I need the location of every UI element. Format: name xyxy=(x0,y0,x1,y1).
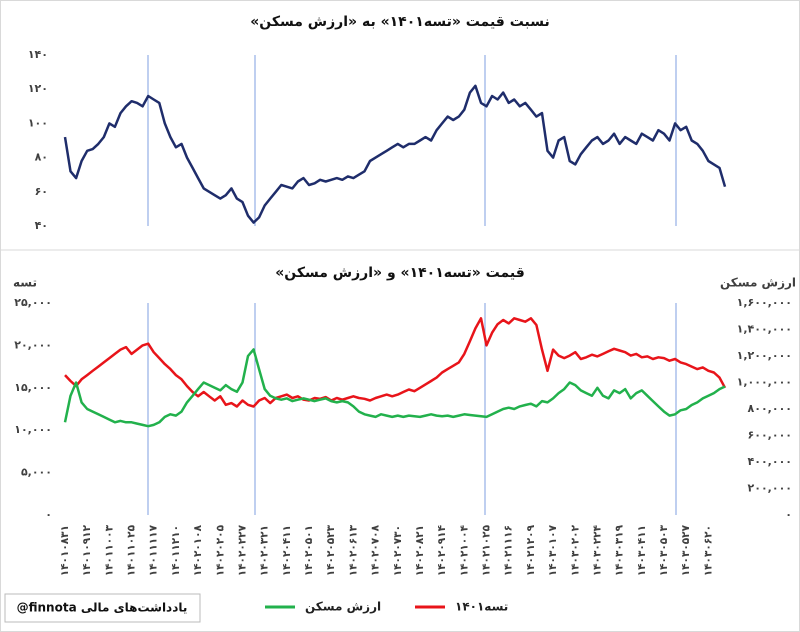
x-tick-label: ۱۴۰۲۰۶۱۳ xyxy=(347,524,359,576)
x-tick-label: ۱۴۰۳۰۵۲۷ xyxy=(680,524,692,576)
x-tick-label: ۱۴۰۳۰۳۱۹ xyxy=(614,524,626,576)
x-tick-label: ۱۴۰۲۰۷۰۸ xyxy=(370,524,382,576)
x-tick-label: ۱۴۰۲۱۰۲۵ xyxy=(481,524,493,576)
y-tick-label: ۶۰ xyxy=(35,185,48,198)
y-tick-label: ۴۰ xyxy=(35,219,48,232)
x-tick-label: ۱۴۰۱۱۰۲۵ xyxy=(126,524,138,576)
y2-tick-label: ۲۰۰,۰۰۰ xyxy=(748,482,792,495)
x-tick-label: ۱۴۰۲۰۹۱۴ xyxy=(436,524,448,576)
footer-box xyxy=(4,593,201,623)
y-tick-label: ۵,۰۰۰ xyxy=(21,466,52,479)
x-tick-label: ۱۴۰۱۰۸۳۱ xyxy=(59,525,71,576)
x-tick-label: ۱۴۰۲۰۲۰۵ xyxy=(214,524,226,576)
y2-tick-label: ۱,۰۰۰,۰۰۰ xyxy=(737,376,792,389)
y-tick-label: ۱۵,۰۰۰ xyxy=(14,381,52,394)
x-tick-label: ۱۴۰۱۱۰۰۳ xyxy=(103,524,115,576)
y2-tick-label: ۱,۴۰۰,۰۰۰ xyxy=(737,323,792,336)
y-tick-label: ۲۰,۰۰۰ xyxy=(14,338,52,351)
x-tick-label: ۱۴۰۱۰۹۱۲ xyxy=(81,524,93,576)
x-tick-label: ۱۴۰۲۱۰۰۴ xyxy=(458,524,470,576)
chart-title: نسبت قیمت «تسه۱۴۰۱» به «ارزش مسکن» xyxy=(250,14,550,30)
x-tick-label: ۱۴۰۳۰۲۰۲ xyxy=(569,524,581,576)
x-tick-label: ۱۴۰۳۰۲۲۴ xyxy=(591,524,603,576)
x-tick-label: ۱۴۰۳۰۶۲۰ xyxy=(702,525,714,576)
reference-lines xyxy=(147,55,677,515)
x-tick-label: ۱۴۰۲۰۸۲۱ xyxy=(414,525,426,576)
y-tick-label: ۱۴۰ xyxy=(28,48,48,61)
series-line xyxy=(63,348,726,428)
x-tick-label: ۱۴۰۲۰۳۲۱ xyxy=(259,525,271,576)
y2-tick-label: ۸۰۰,۰۰۰ xyxy=(748,402,792,415)
y2-tick-label: ۴۰۰,۰۰۰ xyxy=(748,455,792,468)
y-tick-label: ۱۰۰ xyxy=(28,116,48,129)
y-tick-label: ۲۵,۰۰۰ xyxy=(14,296,52,309)
x-tick-label: ۱۴۰۲۰۲۲۷ xyxy=(237,524,249,576)
x-tick-label: ۱۴۰۲۱۲۰۹ xyxy=(525,524,537,576)
x-tick-label: ۱۴۰۳۰۴۱۱ xyxy=(636,525,648,576)
x-tick-label: ۱۴۰۳۰۵۰۳ xyxy=(658,524,670,576)
series-line xyxy=(63,84,727,224)
footer: @finnota یادداشت‌های مالی xyxy=(17,601,188,615)
x-tick-label: ۱۴۰۲۰۴۱۱ xyxy=(281,525,293,576)
chart-title: قیمت «تسه۱۴۰۱» و «ارزش مسکن» xyxy=(275,265,525,281)
series-line xyxy=(64,317,727,408)
y-axis-label: تسه xyxy=(13,276,37,290)
legend-label: تسه۱۴۰۱ xyxy=(455,600,508,614)
x-tick-label: ۱۴۰۳۰۱۰۷ xyxy=(547,524,559,576)
y2-tick-label: ۱,۲۰۰,۰۰۰ xyxy=(737,349,792,362)
x-tick-label: ۱۴۰۲۰۵۲۳ xyxy=(325,524,337,576)
y2-tick-label: ۰ xyxy=(785,508,792,521)
x-tick-label: ۱۴۰۲۰۱۰۸ xyxy=(192,524,204,576)
y-tick-label: ۱۲۰ xyxy=(28,82,48,95)
x-tick-label: ۱۴۰۱۱۱۱۷ xyxy=(148,524,160,576)
y-tick-label: ۸۰ xyxy=(35,151,48,164)
y-tick-label: ۱۰,۰۰۰ xyxy=(14,423,52,436)
x-tick-label: ۱۴۰۲۱۱۱۶ xyxy=(503,525,515,576)
y2-tick-label: ۶۰۰,۰۰۰ xyxy=(748,429,792,442)
y2-tick-label: ۱,۶۰۰,۰۰۰ xyxy=(737,296,792,309)
x-tick-label: ۱۴۰۲۰۵۰۱ xyxy=(303,525,315,576)
x-tick-label: ۱۴۰۱۱۲۱۰ xyxy=(170,525,182,576)
legend-label: ارزش مسکن xyxy=(305,600,381,614)
y2-axis-label: ارزش مسکن xyxy=(720,276,796,290)
x-tick-label: ۱۴۰۲۰۷۳۰ xyxy=(392,525,404,576)
y-tick-label: ۰ xyxy=(45,508,52,521)
